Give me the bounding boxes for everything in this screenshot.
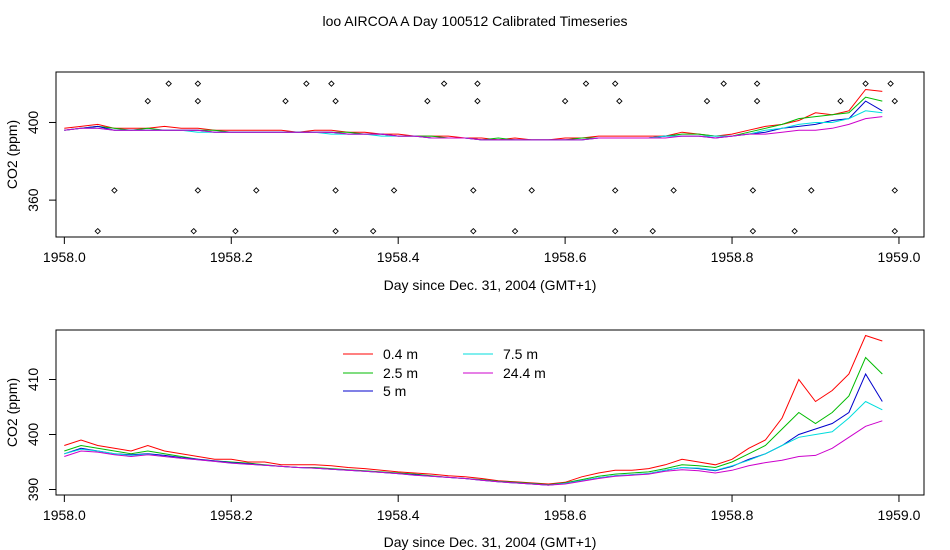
x-tick-label: 1958.4 [377, 507, 420, 523]
legend-label: 5 m [383, 383, 406, 399]
y-tick-label: 400 [25, 423, 41, 447]
panel-bottom-xlabel: Day since Dec. 31, 2004 (GMT+1) [384, 534, 597, 550]
data-point [891, 227, 899, 235]
x-tick-label: 1958.8 [711, 249, 754, 265]
panel-top-ylabel: CO2 (ppm) [4, 120, 20, 189]
panel-top-xlabel: Day since Dec. 31, 2004 (GMT+1) [384, 277, 597, 293]
legend-label: 24.4 m [503, 365, 546, 381]
data-point [194, 80, 202, 87]
x-tick-label: 1958.8 [711, 507, 754, 523]
x-tick-label: 1958.0 [43, 249, 86, 265]
data-point [720, 80, 727, 87]
panel-bottom-frame [55, 329, 925, 496]
x-tick-label: 1958.0 [43, 507, 86, 523]
panel-top-axes: 1958.0 1958.2 1958.4 1958.6 1958.8 1959.0 360 4… [25, 111, 921, 265]
data-point [328, 80, 335, 87]
data-point [282, 97, 289, 105]
data-point [837, 97, 844, 105]
data-point [474, 97, 481, 105]
x-tick-label: 1959.0 [878, 249, 921, 265]
x-tick-label: 1958.2 [210, 249, 253, 265]
x-tick-label: 1958.2 [210, 507, 253, 523]
data-point [703, 97, 711, 105]
panel-top: 1958.0 1958.2 1958.4 1958.6 1958.8 1959.0 360 4… [4, 71, 925, 293]
data-point [753, 97, 761, 105]
data-point [194, 187, 202, 194]
data-point [611, 80, 619, 87]
legend-label: 2.5 m [383, 365, 418, 381]
data-point [94, 227, 101, 235]
legend-label: 0.4 m [383, 346, 418, 362]
series-line-2-5-m [64, 356, 883, 486]
data-point [749, 227, 757, 235]
y-tick-label: 390 [25, 478, 41, 502]
data-point [440, 80, 448, 87]
data-point [303, 80, 310, 87]
x-tick-label: 1958.4 [377, 249, 420, 265]
panel-top-frame [55, 71, 925, 238]
series-line-0-4-m [64, 88, 883, 141]
chart-title: loo AIRCOA A Day 100512 Calibrated Times… [322, 13, 627, 29]
series-line-2-5-m [64, 96, 883, 141]
x-tick-label: 1958.6 [544, 249, 587, 265]
data-point [390, 187, 398, 194]
data-point [511, 227, 519, 235]
legend: 0.4 m 2.5 m 5 m 7.5 m 24.4 m [343, 346, 546, 399]
data-point [887, 80, 894, 87]
panel-top-points [94, 80, 899, 235]
data-point [165, 80, 172, 87]
data-point [332, 97, 339, 105]
data-point [616, 97, 623, 105]
data-point [190, 227, 197, 235]
data-point [611, 187, 619, 194]
data-point [862, 80, 869, 87]
data-point [891, 187, 899, 194]
data-point [111, 187, 118, 194]
data-point [369, 227, 377, 235]
data-point [474, 80, 481, 87]
series-line-7-5-m [64, 110, 883, 141]
series-line-0-4-m [64, 334, 883, 485]
panel-bottom-ylabel: CO2 (ppm) [4, 378, 20, 447]
data-point [528, 187, 535, 194]
y-tick-label: 410 [25, 368, 41, 392]
data-point [611, 227, 619, 235]
panel-bottom-series [64, 334, 883, 486]
data-point [791, 227, 798, 235]
y-tick-label: 360 [25, 188, 41, 212]
data-point [144, 97, 152, 105]
data-point [582, 80, 590, 87]
data-point [561, 97, 569, 105]
data-point [470, 187, 477, 194]
data-point [749, 187, 757, 194]
data-point [232, 227, 239, 235]
data-point [253, 187, 260, 194]
y-tick-label: 400 [25, 111, 41, 135]
panel-bottom: 1958.0 1958.2 1958.4 1958.6 1958.8 1959.0 390 4… [4, 329, 925, 550]
data-point [753, 80, 761, 87]
data-point [891, 97, 899, 105]
legend-label: 7.5 m [503, 346, 538, 362]
data-point [332, 187, 339, 194]
panel-bottom-axes: 1958.0 1958.2 1958.4 1958.6 1958.8 1959.0 390 4… [25, 368, 921, 523]
data-point [332, 227, 339, 235]
series-line-5-m [64, 372, 883, 486]
x-tick-label: 1959.0 [878, 507, 921, 523]
series-line-24-4-m [64, 420, 883, 486]
series-line-24-4-m [64, 116, 883, 141]
data-point [670, 187, 677, 194]
data-point [808, 187, 815, 194]
panel-top-series [64, 88, 883, 141]
data-point [194, 97, 202, 105]
data-point [470, 227, 477, 235]
x-tick-label: 1958.6 [544, 507, 587, 523]
data-point [424, 97, 431, 105]
data-point [649, 227, 656, 235]
